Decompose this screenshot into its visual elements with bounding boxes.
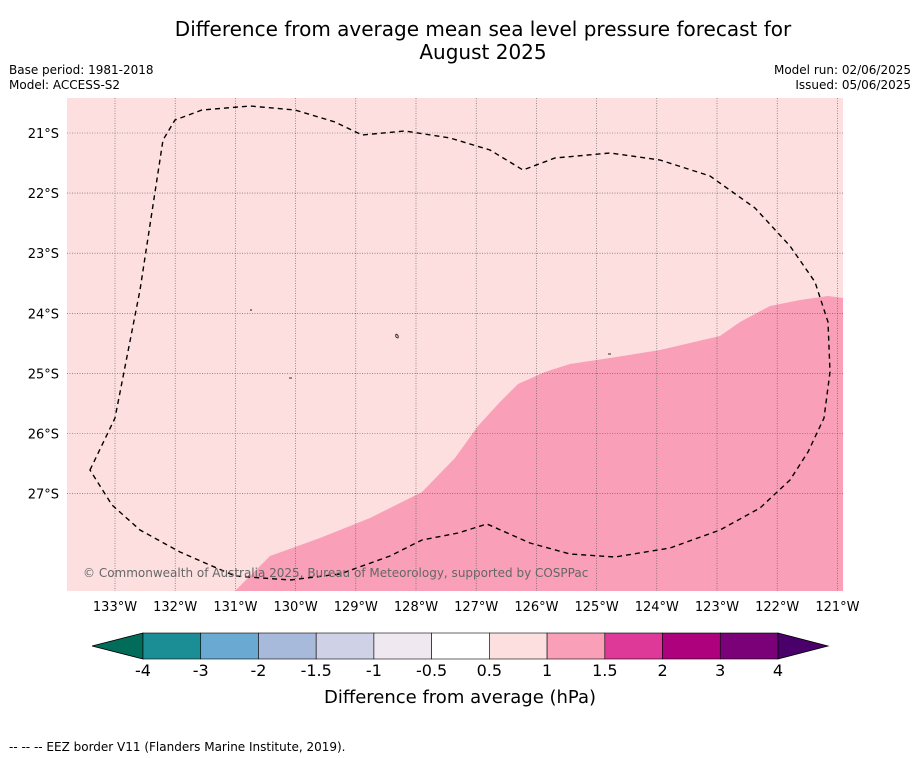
colorbar-swatch: [489, 632, 548, 660]
copyright-text: © Commonwealth of Australia 2025, Bureau…: [83, 566, 588, 580]
colorbar-swatch: [604, 632, 663, 660]
chart-title: Difference from average mean sea level p…: [0, 18, 919, 64]
lon-tick-label: 131°W: [213, 600, 257, 615]
lat-tick-label: 23°S: [28, 247, 59, 262]
colorbar-tick-label: 4: [773, 661, 783, 680]
lon-tick-label: 133°W: [93, 600, 137, 615]
colorbar-tick-label: -3: [193, 661, 209, 680]
meta-left: Base period: 1981-2018 Model: ACCESS-S2: [9, 63, 154, 93]
colorbar-swatch: [662, 632, 721, 660]
lat-tick-label: 24°S: [28, 307, 59, 322]
colorbar-tick-label: -1: [366, 661, 382, 680]
lon-tick-label: 127°W: [454, 600, 498, 615]
map-gridlines: [67, 98, 843, 591]
colorbar-tick-label: -4: [135, 661, 151, 680]
anomaly-region-1-to-1.5: [235, 296, 843, 591]
colorbar-tick-label: 1: [542, 661, 552, 680]
lon-tick-label: 130°W: [274, 600, 318, 615]
colorbar-tick-label: -1.5: [301, 661, 332, 680]
eez-border: [89, 105, 831, 581]
colorbar-label: Difference from average (hPa): [324, 687, 596, 708]
colorbar-tick-label: -2: [250, 661, 266, 680]
model-name: Model: ACCESS-S2: [9, 78, 121, 92]
base-period: Base period: 1981-2018: [9, 63, 154, 77]
colorbar-tick-label: 0.5: [477, 661, 502, 680]
longitude-labels: 133°W 132°W 131°W 130°W 129°W 128°W 127°W 126°W…: [93, 600, 860, 615]
lon-tick-label: 124°W: [635, 600, 679, 615]
lon-tick-label: 132°W: [153, 600, 197, 615]
lon-tick-label: 128°W: [394, 600, 438, 615]
colorbar-swatch: [200, 632, 259, 660]
meta-right: Model run: 02/06/2025 Issued: 05/06/2025: [774, 63, 911, 93]
lat-tick-label: 22°S: [28, 187, 59, 202]
issued-date: Issued: 05/06/2025: [795, 78, 911, 92]
lon-tick-label: 129°W: [334, 600, 378, 615]
colorbar: -4 -3 -2 -1.5 -1 -0.5 0.5 1 1.5 2 3 4: [91, 632, 830, 680]
lat-tick-label: 26°S: [28, 428, 59, 443]
lon-tick-label: 126°W: [514, 600, 558, 615]
lon-tick-label: 122°W: [755, 600, 799, 615]
colorbar-tick-label: 3: [715, 661, 725, 680]
colorbar-swatch: [719, 632, 779, 660]
colorbar-swatch: [315, 632, 375, 660]
title-line-1: Difference from average mean sea level p…: [174, 17, 792, 41]
colorbar-swatch: [142, 632, 202, 660]
lat-tick-label: 25°S: [28, 367, 59, 382]
colorbar-over-arrow: [777, 632, 830, 660]
lat-tick-label: 21°S: [28, 127, 59, 142]
island-marker: [250, 309, 252, 311]
lat-tick-label: 27°S: [28, 488, 59, 503]
island-marker: [395, 333, 399, 339]
colorbar-tick-label: 1.5: [592, 661, 617, 680]
colorbar-tick-label: -0.5: [416, 661, 447, 680]
colorbar-swatch: [431, 632, 490, 660]
lon-tick-label: 123°W: [695, 600, 739, 615]
model-run: Model run: 02/06/2025: [773, 63, 911, 77]
colorbar-tick-label: 2: [657, 661, 667, 680]
lon-tick-label: 121°W: [815, 600, 859, 615]
lon-tick-label: 125°W: [575, 600, 619, 615]
latitude-labels: 21°S 22°S 23°S 24°S 25°S 26°S 27°S: [28, 127, 59, 503]
eez-footnote: -- -- -- EEZ border V11 (Flanders Marine…: [9, 740, 346, 754]
colorbar-swatch: [546, 632, 606, 660]
title-line-2: August 2025: [419, 40, 547, 64]
colorbar-under-arrow: [91, 632, 144, 660]
colorbar-swatch: [373, 632, 432, 660]
colorbar-swatch: [258, 632, 317, 660]
